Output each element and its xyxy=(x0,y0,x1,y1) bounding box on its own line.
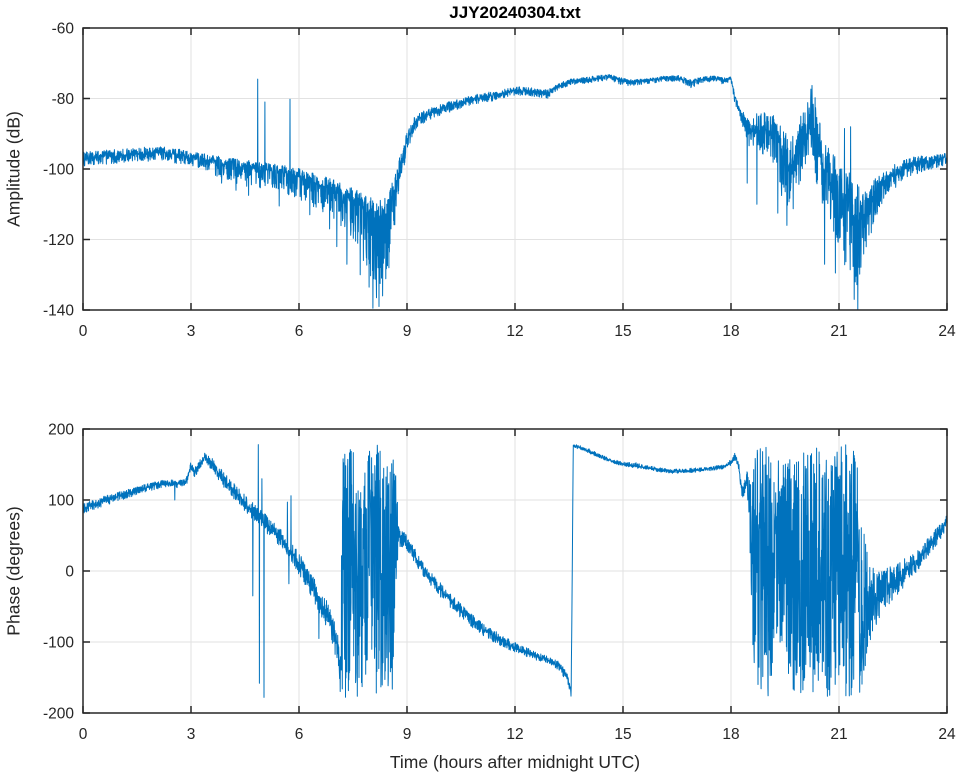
x-tick-label: 18 xyxy=(722,323,739,340)
y-tick-label: -80 xyxy=(52,91,75,108)
x-tick-label: 21 xyxy=(830,323,847,340)
y-tick-label: -100 xyxy=(43,635,74,652)
x-axis-label: Time (hours after midnight UTC) xyxy=(389,752,641,772)
y-tick-label: -120 xyxy=(43,232,74,249)
amplitude-trace xyxy=(82,74,948,311)
x-tick-label: 9 xyxy=(403,323,412,340)
y-tick-label: -100 xyxy=(43,162,74,179)
x-tick-label: 3 xyxy=(187,323,196,340)
x-tick-label: 24 xyxy=(938,323,956,340)
x-tick-label: 24 xyxy=(938,726,956,743)
x-tick-label: 21 xyxy=(830,726,847,743)
phase-y-axis-label: Phase (degrees) xyxy=(3,506,24,636)
phase-trace xyxy=(82,444,948,698)
x-tick-label: 6 xyxy=(295,323,304,340)
amplitude-y-axis-label: Amplitude (dB) xyxy=(3,111,24,227)
x-tick-label: 12 xyxy=(506,726,523,743)
y-tick-label: -200 xyxy=(43,706,74,723)
x-tick-label: 15 xyxy=(614,323,631,340)
plot-title: JJY20240304.txt xyxy=(449,3,581,22)
x-tick-label: 0 xyxy=(79,726,88,743)
y-tick-label: -60 xyxy=(52,21,75,38)
x-tick-label: 18 xyxy=(722,726,739,743)
x-tick-label: 9 xyxy=(403,726,412,743)
y-tick-label: 0 xyxy=(65,564,74,581)
x-tick-label: 12 xyxy=(506,323,523,340)
x-tick-label: 3 xyxy=(187,726,196,743)
y-tick-label: 200 xyxy=(48,422,74,439)
y-tick-label: 100 xyxy=(48,493,74,510)
x-tick-label: 0 xyxy=(79,323,88,340)
y-tick-label: -140 xyxy=(43,303,74,320)
x-tick-label: 15 xyxy=(614,726,631,743)
x-tick-label: 6 xyxy=(295,726,304,743)
